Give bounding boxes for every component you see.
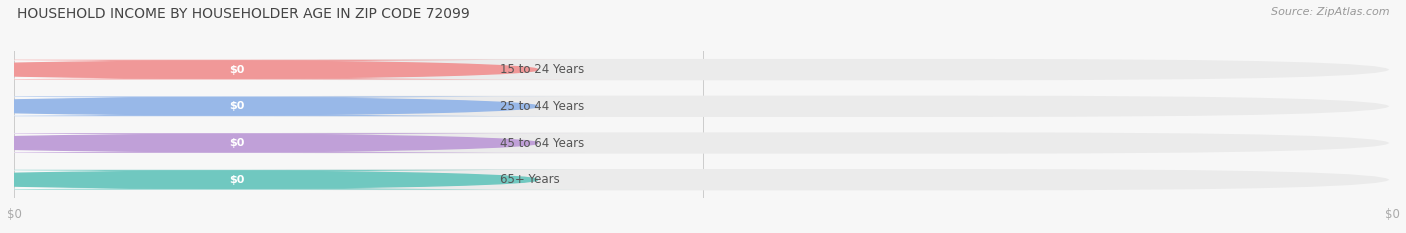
FancyBboxPatch shape	[17, 169, 1389, 190]
Text: 65+ Years: 65+ Years	[501, 173, 560, 186]
FancyBboxPatch shape	[17, 59, 1389, 80]
Circle shape	[0, 135, 537, 151]
Text: $0: $0	[229, 101, 245, 111]
Text: $0: $0	[229, 175, 245, 185]
Text: 45 to 64 Years: 45 to 64 Years	[501, 137, 585, 150]
FancyBboxPatch shape	[17, 132, 1389, 154]
Text: 15 to 24 Years: 15 to 24 Years	[501, 63, 585, 76]
FancyBboxPatch shape	[0, 96, 430, 116]
FancyBboxPatch shape	[0, 96, 585, 116]
Text: HOUSEHOLD INCOME BY HOUSEHOLDER AGE IN ZIP CODE 72099: HOUSEHOLD INCOME BY HOUSEHOLDER AGE IN Z…	[17, 7, 470, 21]
FancyBboxPatch shape	[0, 170, 430, 190]
FancyBboxPatch shape	[17, 96, 1389, 117]
FancyBboxPatch shape	[0, 60, 430, 79]
Text: Source: ZipAtlas.com: Source: ZipAtlas.com	[1271, 7, 1389, 17]
FancyBboxPatch shape	[0, 170, 585, 190]
Text: $0: $0	[229, 65, 245, 75]
Text: 25 to 44 Years: 25 to 44 Years	[501, 100, 585, 113]
Circle shape	[0, 171, 537, 188]
Text: $0: $0	[229, 138, 245, 148]
Circle shape	[0, 61, 537, 78]
FancyBboxPatch shape	[0, 60, 585, 79]
FancyBboxPatch shape	[0, 133, 430, 153]
Circle shape	[0, 98, 537, 115]
FancyBboxPatch shape	[0, 133, 585, 153]
